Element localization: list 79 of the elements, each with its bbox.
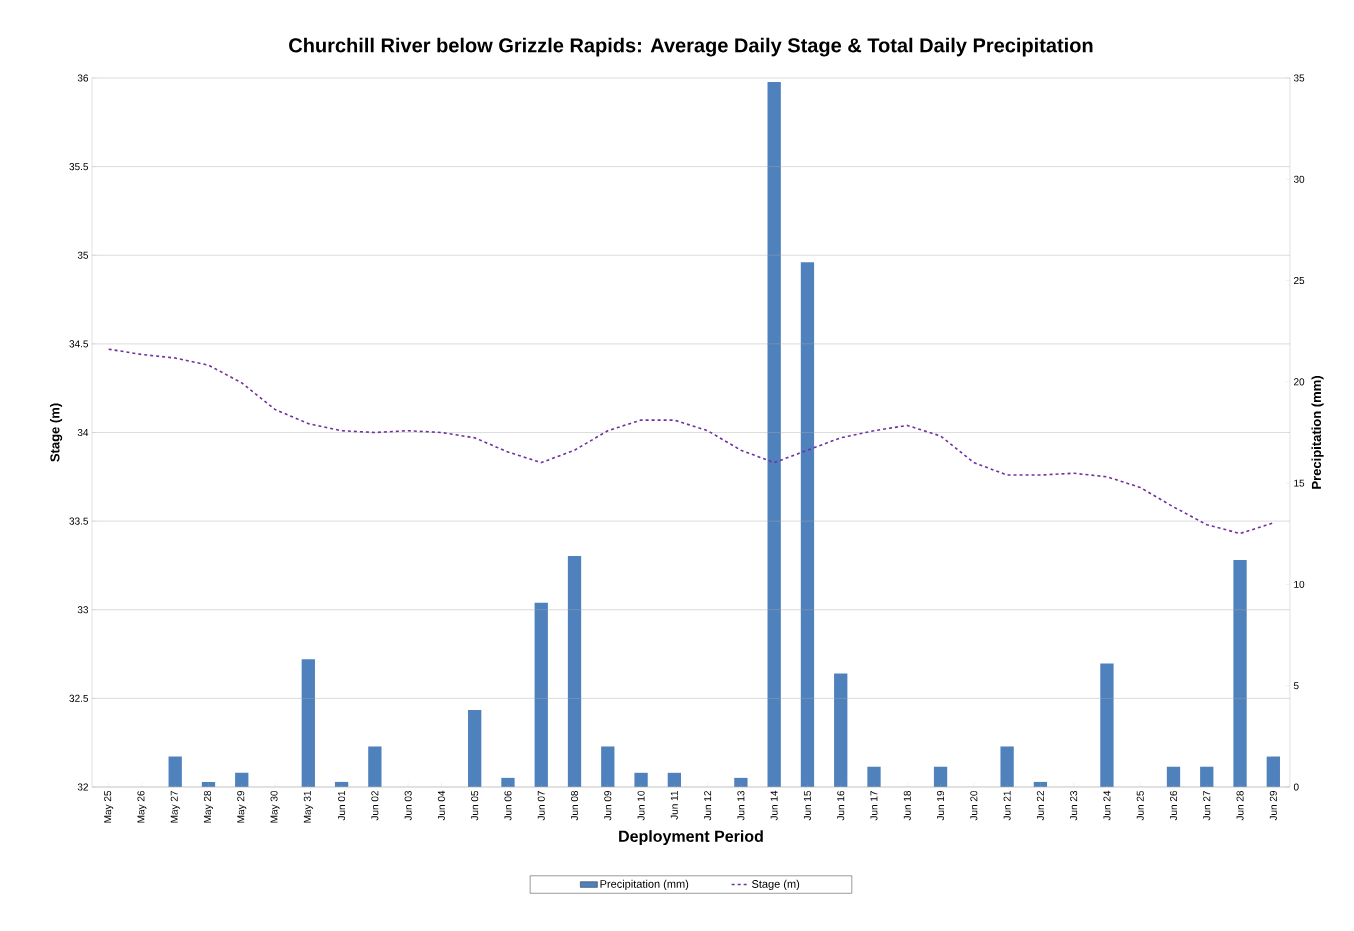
y2-tick-label: 35 — [1293, 74, 1305, 82]
x-tick-label: Jun 17 — [870, 791, 878, 821]
x-tick-label: May 29 — [237, 791, 247, 823]
bar — [1100, 663, 1114, 787]
chart-title: Churchill River below Grizzle Rapids: Average Daily Stage & Total Daily Precipitation — [289, 37, 1093, 57]
y-tick-label: 33 — [77, 606, 89, 614]
bar — [634, 772, 648, 787]
x-tick-label: May 26 — [137, 790, 147, 823]
bar — [468, 710, 482, 787]
y-tick-label: 35.5 — [69, 163, 89, 171]
x-axis-title: Deployment Period — [619, 830, 763, 846]
x-tick-label: Jun 22 — [1036, 791, 1044, 821]
bar — [601, 746, 615, 787]
x-tick-label: Jun 06 — [504, 790, 512, 821]
bar — [368, 746, 382, 787]
x-tick-label: Jun 29 — [1269, 791, 1277, 821]
bar — [1166, 766, 1181, 787]
x-tick-label: May 27 — [170, 791, 180, 823]
x-tick-label: Jun 21 — [1003, 791, 1011, 821]
legend-label: Precipitation (mm) — [600, 879, 689, 891]
y2-tick-label: 15 — [1294, 479, 1305, 487]
bar — [767, 82, 781, 787]
y2-tick-label: 10 — [1294, 580, 1305, 588]
x-tick-label: Jun 14 — [770, 790, 778, 821]
x-tick-label: Jun 13 — [737, 790, 745, 821]
y2-axis-title: Precipitation (mm) — [1311, 376, 1324, 489]
y-tick-label: 36 — [77, 74, 89, 82]
bar — [1200, 766, 1214, 787]
bar — [933, 766, 948, 787]
y-tick-label: 32 — [77, 783, 88, 791]
x-tick-label: Jun 02 — [371, 791, 379, 821]
x-tick-label: Jun 20 — [970, 790, 978, 821]
x-tick-label: May 28 — [203, 790, 213, 823]
bar — [567, 556, 582, 787]
y-tick-label: 34.5 — [69, 340, 89, 348]
x-tick-label: Jun 24 — [1103, 790, 1111, 821]
bar — [301, 659, 315, 787]
bar — [1000, 746, 1014, 787]
x-tick-label: Jun 26 — [1169, 790, 1178, 821]
x-tick-label: Jun 11 — [670, 791, 678, 820]
bar — [800, 262, 815, 787]
x-tick-label: Jun 01 — [338, 791, 346, 821]
y-tick-label: 34 — [77, 428, 89, 437]
x-tick-label: Jun 15 — [803, 790, 811, 821]
bar — [1266, 756, 1280, 787]
x-tick-label: May 25 — [104, 790, 114, 823]
y-tick-label: 35 — [77, 251, 89, 259]
x-tick-label: Jun 10 — [637, 790, 645, 821]
x-tick-label: Jun 18 — [903, 790, 911, 821]
x-tick-label: Jun 25 — [1136, 790, 1144, 821]
y2-tick-label: 0 — [1293, 783, 1299, 791]
y2-tick-label: 30 — [1293, 175, 1305, 183]
x-tick-label: May 30 — [270, 790, 280, 823]
x-tick-label: Jun 23 — [1070, 790, 1078, 821]
x-tick-label: Jun 27 — [1203, 791, 1211, 821]
bar — [834, 673, 848, 787]
y2-tick-label: 20 — [1293, 378, 1305, 386]
bar — [1233, 560, 1247, 787]
y-axis-title: Stage (m) — [49, 403, 63, 462]
x-tick-label: Jun 19 — [937, 791, 945, 821]
bar — [867, 766, 881, 787]
x-tick-label: Jun 03 — [404, 790, 412, 821]
line-series — [107, 348, 1275, 535]
x-tick-label: Jun 07 — [537, 791, 545, 821]
x-tick-label: Jun 04 — [437, 790, 445, 821]
bar — [534, 602, 548, 787]
y-tick-label: 32.5 — [69, 694, 89, 702]
x-tick-label: Jun 28 — [1236, 790, 1244, 821]
legend-label: Stage (m) — [752, 879, 800, 891]
x-tick-label: Jun 12 — [704, 791, 712, 821]
x-tick-label: Jun 08 — [570, 790, 579, 821]
x-tick-label: Jun 16 — [837, 790, 845, 821]
y-tick-label: 33.5 — [69, 517, 89, 525]
y2-tick-label: 5 — [1293, 682, 1299, 690]
bar — [168, 756, 182, 787]
x-tick-label: May 31 — [303, 791, 313, 823]
y2-tick-label: 25 — [1293, 277, 1305, 285]
x-tick-label: Jun 09 — [604, 791, 612, 821]
x-tick-label: Jun 05 — [471, 790, 479, 821]
